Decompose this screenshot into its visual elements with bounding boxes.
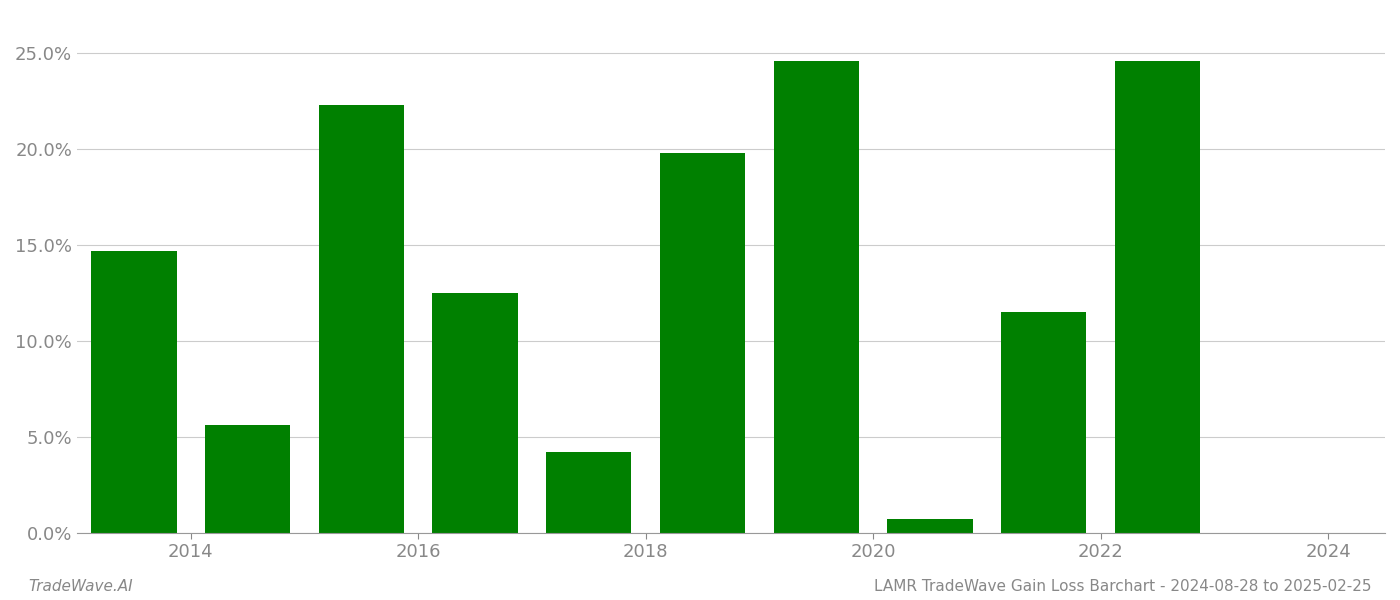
Bar: [546, 452, 631, 533]
Bar: [91, 251, 176, 533]
Bar: [319, 105, 405, 533]
Bar: [774, 61, 860, 533]
Bar: [1114, 61, 1200, 533]
Bar: [659, 153, 745, 533]
Bar: [888, 519, 973, 533]
Bar: [433, 293, 518, 533]
Text: LAMR TradeWave Gain Loss Barchart - 2024-08-28 to 2025-02-25: LAMR TradeWave Gain Loss Barchart - 2024…: [875, 579, 1372, 594]
Bar: [204, 425, 290, 533]
Bar: [1001, 312, 1086, 533]
Text: TradeWave.AI: TradeWave.AI: [28, 579, 133, 594]
